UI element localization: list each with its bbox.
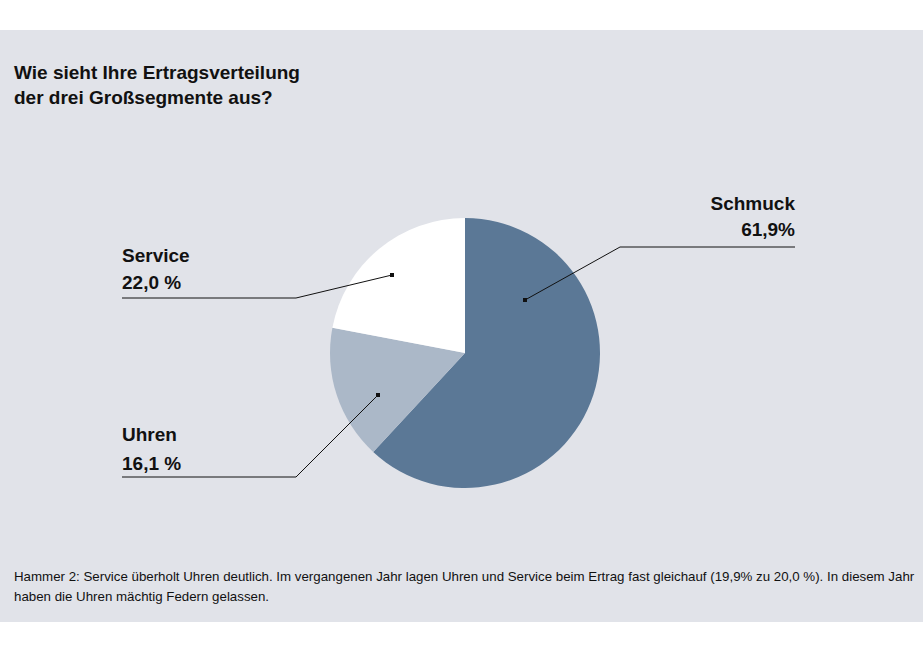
svg-text:Schmuck61,9%: Schmuck61,9% [711,193,796,240]
html-text:Wie sieht Ihre Ertragsverteilu: Wie sieht Ihre Ertragsverteilung der dre… [14,62,300,108]
svg-text:Service22,0 %: Service22,0 % [122,245,190,293]
html-text:Hammer 2: Service überholt Uhr: Hammer 2: Service überholt Uhren deutlic… [14,569,915,604]
svg-text:Uhren16,1 %: Uhren16,1 % [122,424,181,474]
